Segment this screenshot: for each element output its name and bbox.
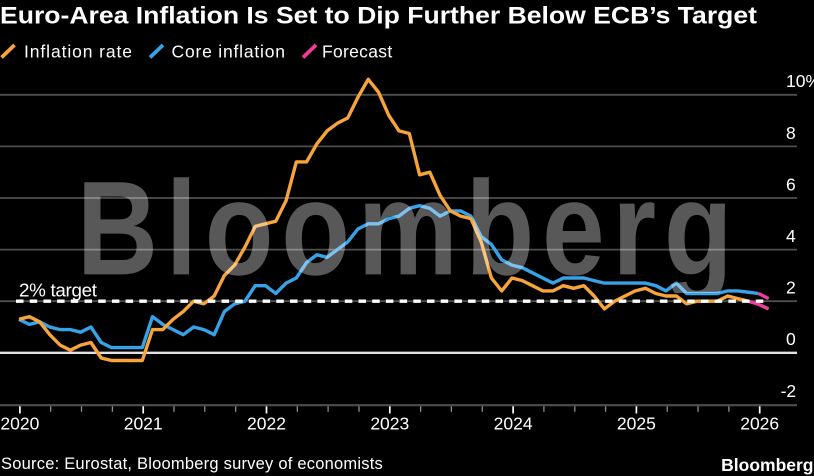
- svg-text:2021: 2021: [124, 414, 163, 434]
- svg-text:Forecast: Forecast: [322, 42, 392, 62]
- svg-text:Bloomberg: Bloomberg: [77, 154, 741, 303]
- svg-text:2: 2: [786, 278, 796, 298]
- svg-text:2025: 2025: [617, 414, 656, 434]
- svg-text:2024: 2024: [494, 414, 533, 434]
- svg-text:0: 0: [786, 329, 796, 349]
- svg-text:Core inflation: Core inflation: [172, 42, 286, 62]
- svg-text:4: 4: [786, 226, 796, 246]
- svg-text:-2: -2: [781, 381, 797, 401]
- svg-text:2026: 2026: [740, 414, 779, 434]
- svg-text:2% target: 2% target: [19, 279, 98, 300]
- svg-text:2022: 2022: [247, 414, 286, 434]
- svg-text:10%: 10%: [786, 71, 814, 91]
- svg-text:Bloomberg: Bloomberg: [721, 455, 813, 475]
- svg-text:Euro-Area Inflation Is Set to: Euro-Area Inflation Is Set to Dip Furthe…: [0, 2, 757, 29]
- svg-text:6: 6: [786, 174, 796, 194]
- svg-text:Inflation rate: Inflation rate: [24, 42, 133, 62]
- svg-text:Source: Eurostat, Bloomberg su: Source: Eurostat, Bloomberg survey of ec…: [1, 455, 383, 473]
- svg-text:8: 8: [786, 123, 796, 143]
- svg-text:2020: 2020: [0, 414, 39, 434]
- svg-text:2023: 2023: [370, 414, 409, 434]
